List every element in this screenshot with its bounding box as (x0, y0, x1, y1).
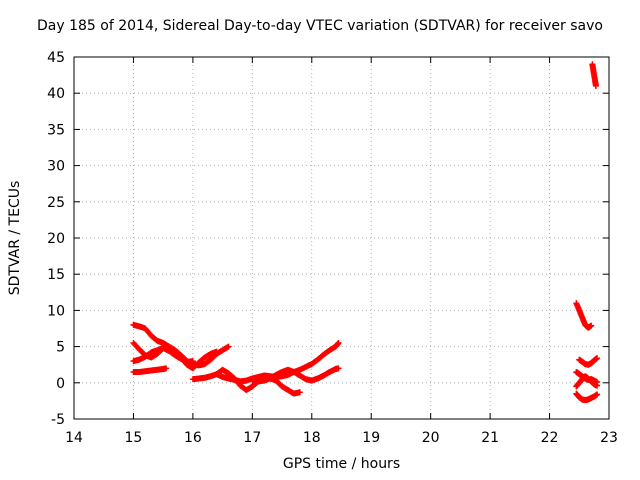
y-tick-label: -5 (51, 412, 65, 428)
y-tick-label: 10 (47, 303, 65, 319)
x-axis-label: GPS time / hours (282, 456, 401, 472)
y-tick-label: 0 (56, 376, 65, 392)
x-tick-label: 17 (243, 430, 261, 446)
y-axis-label: SDTVAR / TECUs (7, 180, 23, 296)
y-tick-label: 25 (47, 195, 65, 211)
y-tick-label: 35 (47, 122, 65, 138)
x-tick-label: 18 (303, 430, 321, 446)
data-point (594, 355, 601, 362)
x-tick-label: 15 (125, 430, 143, 446)
y-tick-label: 30 (47, 159, 65, 175)
data-point (594, 391, 601, 398)
data-point (189, 358, 196, 365)
y-tick-label: 5 (56, 340, 65, 356)
y-tick-label: 45 (47, 50, 65, 66)
y-tick-label: 20 (47, 231, 65, 247)
y-tick-label: 15 (47, 267, 65, 283)
y-tick-label: 40 (47, 86, 65, 102)
data-point (213, 348, 220, 355)
data-point (335, 339, 342, 346)
data-point (163, 365, 170, 372)
data-point (592, 82, 599, 89)
x-tick-label: 19 (362, 430, 380, 446)
chart-title: Day 185 of 2014, Sidereal Day-to-day VTE… (37, 18, 603, 34)
data-point (588, 322, 595, 329)
data-point (296, 389, 303, 396)
x-tick-label: 20 (422, 430, 440, 446)
data-point (335, 365, 342, 372)
x-tick-label: 22 (541, 430, 559, 446)
x-tick-label: 16 (184, 430, 202, 446)
x-tick-label: 23 (600, 430, 618, 446)
data-point (225, 343, 232, 350)
data-point (594, 382, 601, 389)
x-tick-label: 21 (481, 430, 499, 446)
x-tick-label: 14 (65, 430, 83, 446)
